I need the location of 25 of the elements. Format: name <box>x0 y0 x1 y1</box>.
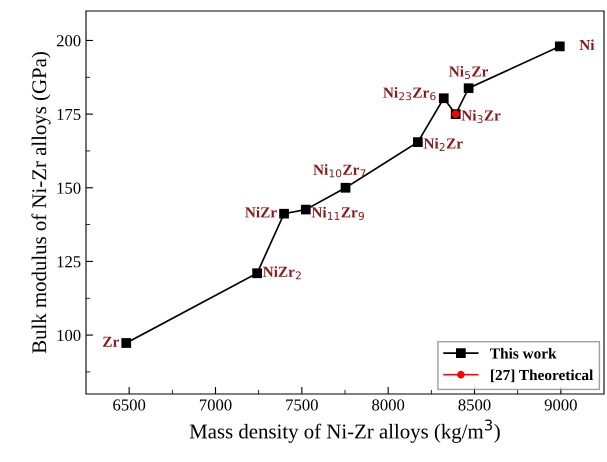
x-tick-label: 8000 <box>372 399 404 411</box>
annotation: Ni$_{11}$Zr$_{9}$ <box>312 206 364 220</box>
annotation: Zr <box>103 336 119 347</box>
y-axis-title: Bulk modulus of Ni-Zr alloys (GPa) <box>31 52 51 354</box>
annotation: NiZr <box>245 206 277 218</box>
x-tick-label: 9000 <box>544 399 577 411</box>
x-tick-label: 8500 <box>458 399 491 411</box>
annotation: Ni$_{10}$Zr$_{7}$ <box>313 164 366 178</box>
y-tick-label: 125 <box>58 256 80 268</box>
annotation: Ni$_{5}$Zr <box>449 66 488 80</box>
annotation: Ni$_{2}$Zr <box>424 138 463 151</box>
annotation: NiZr$_{2}$ <box>262 266 301 280</box>
legend-label: This work <box>490 348 557 359</box>
y-tick-label: 100 <box>58 330 81 342</box>
y-tick-label: 175 <box>58 108 80 120</box>
x-tick-label: 6500 <box>113 399 146 411</box>
legend-label: [27] Theoretical <box>491 369 594 382</box>
x-tick-label: 7500 <box>286 399 318 411</box>
annotation: Ni$_{3}$Zr <box>462 110 501 124</box>
annotation: Ni <box>580 39 594 50</box>
x-tick-label: 7000 <box>200 399 232 411</box>
annotation: Ni$_{23}$Zr$_{6}$ <box>383 87 436 100</box>
y-tick-label: 200 <box>56 35 81 46</box>
y-tick-label: 150 <box>58 182 81 194</box>
x-axis-title: Mass density of Ni-Zr alloys (kg/m$^{3}$) <box>190 420 500 443</box>
